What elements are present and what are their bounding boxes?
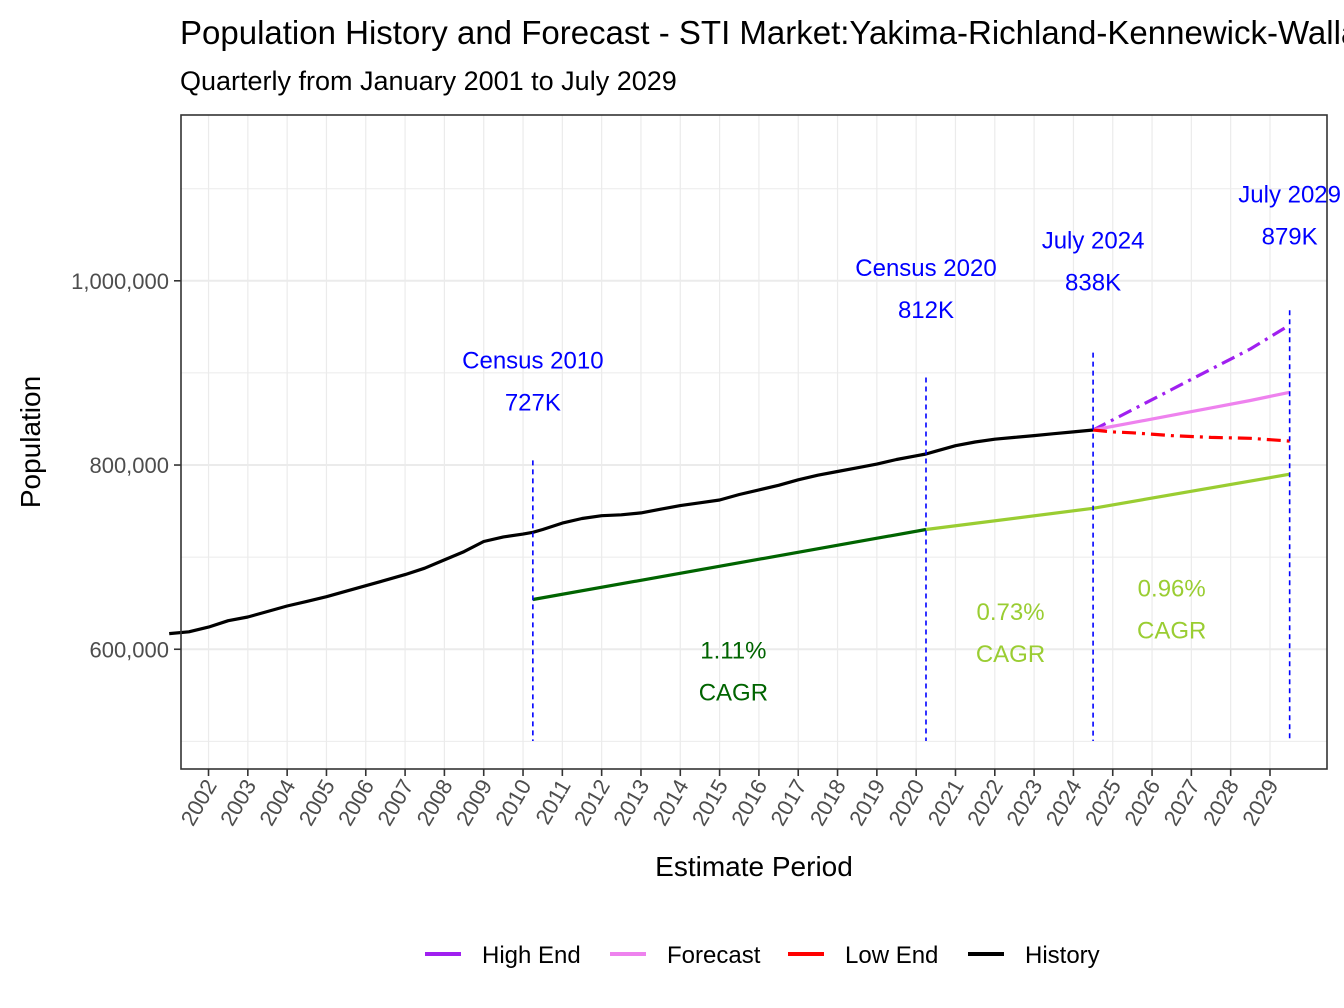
- legend-label: History: [1025, 942, 1100, 969]
- x-tick-label: 2021: [923, 775, 969, 830]
- x-tick-label: 2026: [1119, 775, 1165, 830]
- annotation-label: Census 2020: [855, 255, 996, 282]
- series-forecast: [1092, 390, 1291, 432]
- x-tick-label: 2027: [1159, 775, 1205, 830]
- x-tick-label: 2003: [215, 775, 261, 830]
- x-tick-label: 2005: [294, 775, 340, 830]
- x-tick-label: 2022: [962, 775, 1008, 830]
- y-tick-label: 600,000: [89, 637, 169, 662]
- legend-label: Forecast: [667, 942, 761, 969]
- x-tick-label: 2016: [726, 775, 772, 830]
- annotation-label: July 2024: [1042, 228, 1145, 255]
- x-tick-label: 2020: [883, 775, 929, 830]
- annotation-label: 1.11%: [700, 637, 766, 664]
- x-axis: 2002200320042005200620072008200920102011…: [176, 769, 1283, 830]
- x-tick-label: 2011: [530, 775, 575, 828]
- annotation-label: 0.73%: [976, 599, 1044, 626]
- annotation-label: 0.96%: [1138, 576, 1206, 603]
- grid: [181, 115, 1327, 769]
- y-tick-label: 1,000,000: [71, 269, 169, 294]
- series-high-end: [1092, 323, 1291, 432]
- y-axis: 600,000 800,000 1,000,000: [71, 269, 181, 662]
- x-tick-label: 2015: [687, 775, 733, 830]
- x-tick-label: 2024: [1041, 775, 1087, 830]
- x-axis-label: Estimate Period: [655, 851, 853, 882]
- annotation-label: July 2029: [1238, 182, 1341, 209]
- x-tick-label: 2014: [647, 775, 693, 830]
- x-tick-label: 2025: [1080, 775, 1126, 830]
- x-tick-label: 2019: [844, 775, 890, 830]
- x-tick-label: 2028: [1198, 775, 1244, 830]
- series-cagr-2020-2024: [925, 506, 1094, 532]
- chart-subtitle: Quarterly from January 2001 to July 2029: [180, 66, 677, 96]
- series-cagr-2024-2029: [1092, 472, 1290, 510]
- x-tick-label: 2018: [805, 775, 851, 830]
- plot-border: [180, 114, 1328, 770]
- x-tick-label: 2023: [1001, 775, 1047, 830]
- x-tick-label: 2008: [412, 775, 458, 830]
- plot-panel: [181, 115, 1327, 769]
- x-tick-label: 2004: [254, 775, 300, 830]
- annotation-label: 879K: [1262, 224, 1318, 251]
- annotation-label: Census 2010: [462, 347, 603, 374]
- x-tick-label: 2012: [569, 775, 615, 830]
- legend: High End Forecast Low End History: [425, 942, 1100, 969]
- annotation-label: 727K: [505, 389, 561, 416]
- x-tick-label: 2013: [608, 775, 654, 830]
- annotation-label: CAGR: [699, 679, 768, 706]
- x-tick-label: 2002: [176, 775, 222, 830]
- annotation-label: CAGR: [976, 641, 1045, 668]
- annotation-layer: Census 2010 727K Census 2020 812K July 2024 8…: [462, 182, 1341, 707]
- vline-layer: [532, 310, 1291, 741]
- legend-label: Low End: [845, 942, 938, 969]
- series-cagr-2010-2020: [532, 527, 927, 602]
- series-low-end: [1092, 428, 1290, 443]
- x-tick-label: 2007: [372, 775, 418, 830]
- annotation-label: CAGR: [1137, 618, 1206, 645]
- annotation-label: 838K: [1065, 270, 1121, 297]
- x-tick-label: 2017: [765, 775, 811, 830]
- series-history: [169, 428, 1094, 636]
- x-tick-label: 2010: [490, 775, 536, 830]
- y-axis-label: Population: [15, 376, 46, 508]
- x-tick-label: 2009: [451, 775, 497, 830]
- y-tick-label: 800,000: [89, 453, 169, 478]
- legend-label: High End: [482, 942, 581, 969]
- series-layer: [169, 323, 1291, 636]
- annotation-label: 812K: [898, 297, 954, 324]
- x-tick-label: 2029: [1237, 775, 1283, 830]
- x-tick-label: 2006: [333, 775, 379, 830]
- chart-title: Population History and Forecast - STI Ma…: [180, 14, 1344, 51]
